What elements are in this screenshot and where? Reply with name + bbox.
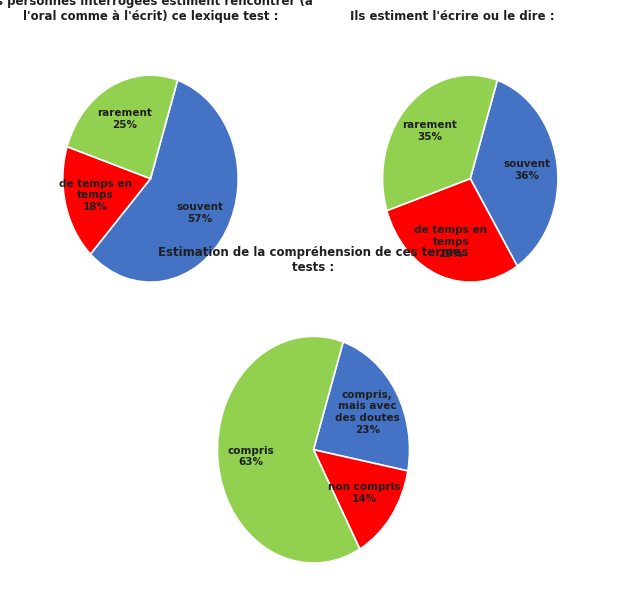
Wedge shape xyxy=(314,342,409,471)
Wedge shape xyxy=(67,75,177,179)
Wedge shape xyxy=(63,147,150,254)
Text: rarement
35%: rarement 35% xyxy=(403,120,457,142)
Wedge shape xyxy=(470,80,558,266)
Text: non compris
14%: non compris 14% xyxy=(328,482,400,504)
Text: compris,
mais avec
des doutes
23%: compris, mais avec des doutes 23% xyxy=(335,390,399,434)
Text: compris
63%: compris 63% xyxy=(228,446,275,468)
Title: es personnes interrogées estiment rencontrer (à
l'oral comme à l'écrit) ce lexiq: es personnes interrogées estiment rencon… xyxy=(0,0,313,23)
Wedge shape xyxy=(387,179,517,282)
Text: souvent
57%: souvent 57% xyxy=(176,202,223,224)
Text: de temps en
temps
18%: de temps en temps 18% xyxy=(59,179,132,212)
Text: de temps en
temps
29%: de temps en temps 29% xyxy=(414,225,487,259)
Wedge shape xyxy=(382,75,497,211)
Wedge shape xyxy=(90,80,238,282)
Title: Estimation de la compréhension de ces termes
tests :: Estimation de la compréhension de ces te… xyxy=(158,246,469,274)
Text: rarement
25%: rarement 25% xyxy=(97,108,152,129)
Text: Ils estiment l'écrire ou le dire :: Ils estiment l'écrire ou le dire : xyxy=(350,10,554,23)
Wedge shape xyxy=(218,336,360,563)
Wedge shape xyxy=(314,450,408,549)
Text: souvent
36%: souvent 36% xyxy=(503,160,551,181)
